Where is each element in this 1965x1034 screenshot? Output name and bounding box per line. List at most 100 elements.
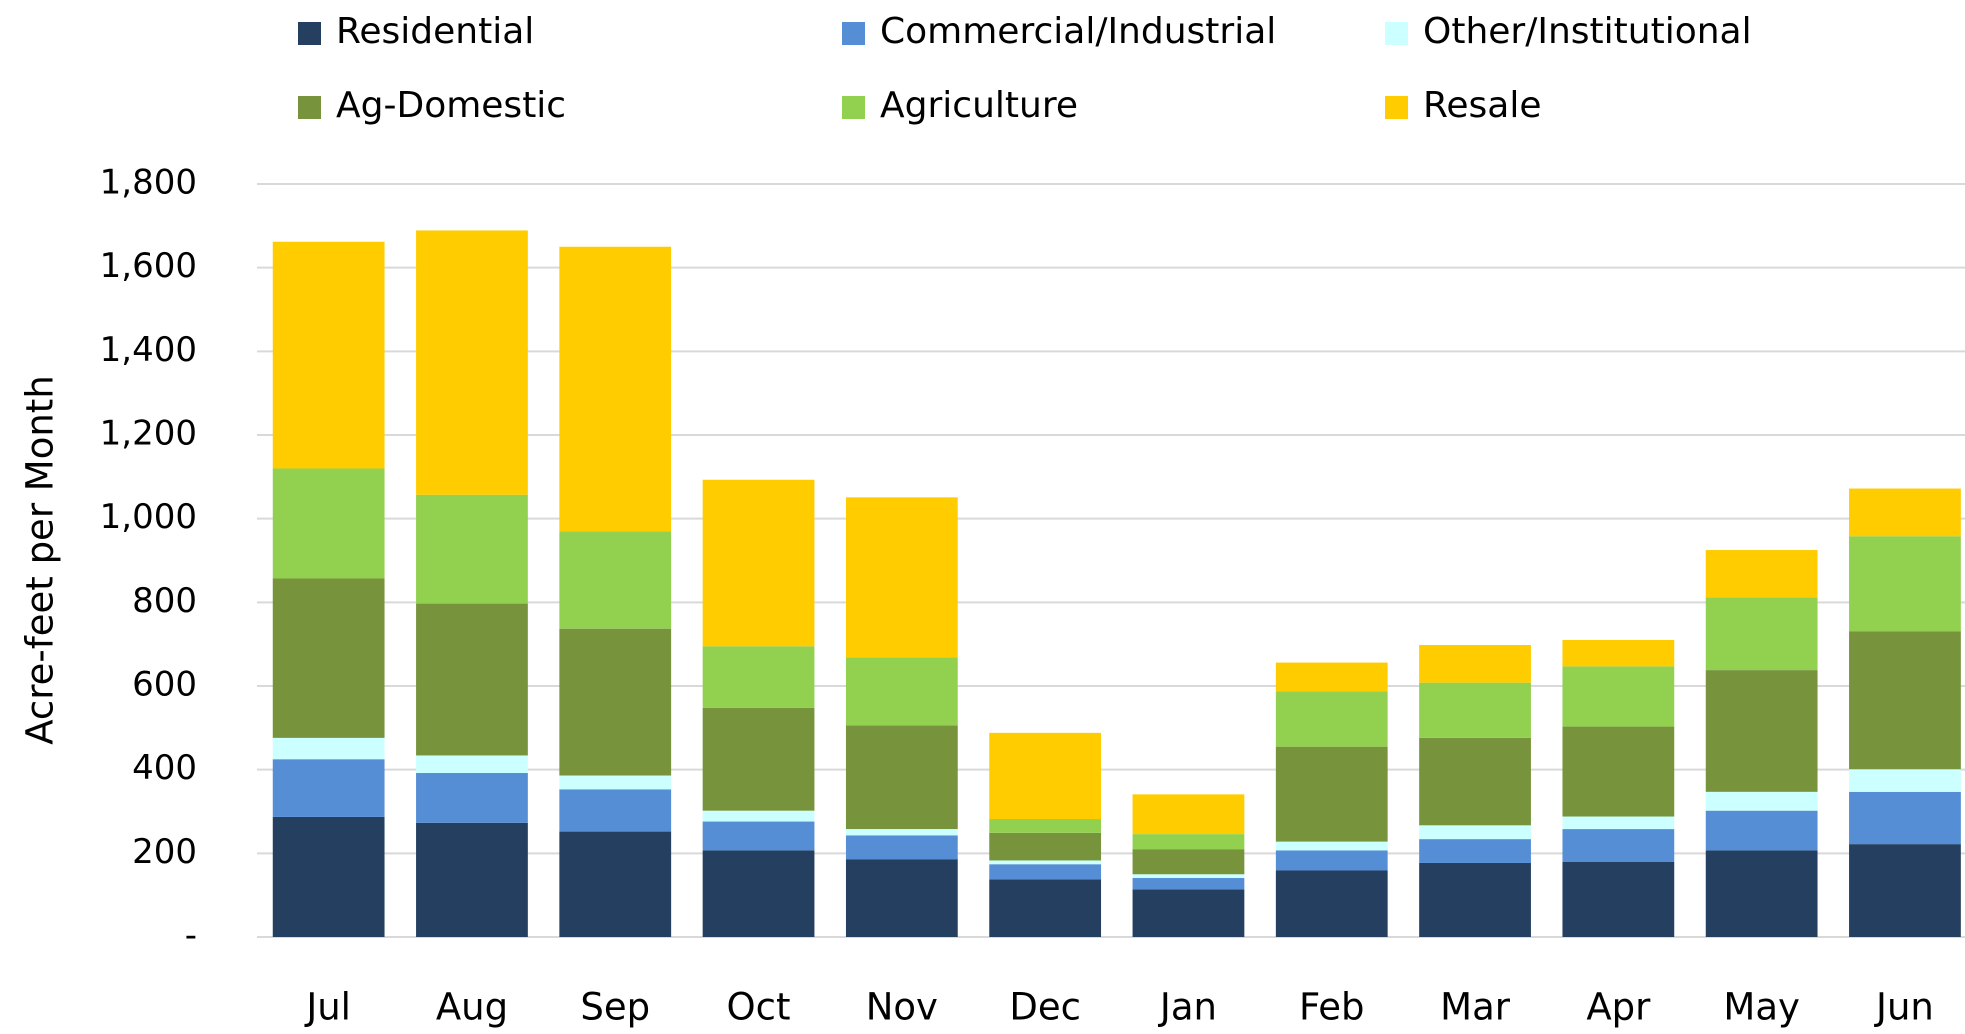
bar-segment (702, 850, 815, 937)
bar-segment (1419, 645, 1531, 683)
bar-segment (1705, 850, 1818, 937)
bar-segment (1275, 691, 1388, 747)
y-tick-label: 1,000 (100, 497, 197, 537)
bar-segment (272, 241, 385, 469)
y-tick-label: 1,600 (100, 246, 197, 286)
bar-segment (1562, 861, 1675, 937)
legend-label: Agriculture (880, 85, 1078, 126)
legend-swatch (842, 22, 865, 45)
bar-segment (1132, 874, 1245, 879)
bar-segment (845, 725, 958, 830)
bar-segment (1562, 816, 1675, 830)
bar-segment (1705, 791, 1818, 811)
y-tick-label: 200 (132, 832, 197, 872)
bar-segment (559, 789, 672, 832)
y-tick-label: 800 (132, 581, 197, 621)
legend-swatch (298, 22, 321, 45)
bar-segment (989, 864, 1102, 880)
legend-label: Residential (336, 11, 534, 52)
bar-segment (1849, 488, 1961, 537)
bar-segment (416, 603, 528, 756)
bar-segment (1705, 550, 1818, 598)
x-tick-label: Nov (866, 986, 938, 1029)
bar-segment (416, 773, 528, 823)
bar-segment (845, 859, 958, 937)
bar-segment (272, 468, 385, 579)
bar-segment (1562, 639, 1675, 667)
x-tick-label: Jan (1158, 986, 1217, 1029)
y-tick-label: 1,800 (100, 163, 197, 203)
bar-segment (416, 822, 528, 937)
bar-segment (1275, 662, 1388, 692)
bar-segment (1275, 850, 1388, 871)
bar-segment (1132, 794, 1245, 835)
x-tick-label: Jul (304, 986, 351, 1029)
bar-segment (272, 759, 385, 817)
x-tick-label: Dec (1009, 986, 1081, 1029)
bar-segment (702, 707, 815, 811)
bar-segment (989, 860, 1102, 865)
bar-segment (702, 646, 815, 708)
bar-segment (1849, 791, 1961, 845)
bar-segment (1132, 878, 1245, 890)
bar-segment (1562, 726, 1675, 817)
x-tick-label: Feb (1299, 986, 1365, 1029)
bar-segment (845, 829, 958, 836)
bar-segment (1705, 670, 1818, 792)
bar-segment (1275, 841, 1388, 851)
bar-segment (989, 879, 1102, 937)
legend-label: Commercial/Industrial (880, 11, 1276, 52)
legend-swatch (1385, 22, 1408, 45)
legend-label: Ag-Domestic (336, 85, 566, 126)
bar-segment (559, 246, 672, 532)
bar-segment (1419, 862, 1531, 937)
bar-segment (272, 578, 385, 738)
y-tick-label: 1,400 (100, 330, 197, 370)
bar-segment (559, 775, 672, 790)
bar-segment (702, 479, 815, 647)
bar-segment (845, 657, 958, 726)
x-tick-label: May (1723, 986, 1800, 1029)
x-tick-label: Sep (580, 986, 650, 1029)
y-tick-label: - (185, 916, 197, 956)
bar-segment (559, 831, 672, 937)
bar-segment (1132, 849, 1245, 875)
bar-segment (702, 810, 815, 822)
bar-segment (845, 835, 958, 860)
bar-segment (1419, 825, 1531, 840)
bar-segment (1132, 834, 1245, 850)
bar-segment (1275, 870, 1388, 937)
bar-segment (416, 494, 528, 604)
bar-segment (1705, 597, 1818, 671)
bar-segment (1132, 889, 1245, 937)
bar-segment (272, 737, 385, 760)
bar-segment (1419, 839, 1531, 863)
bar-segment (1562, 829, 1675, 862)
bar-segment (1849, 631, 1961, 770)
legend-label: Other/Institutional (1423, 11, 1752, 52)
bar-segment (1562, 666, 1675, 727)
legend-label: Resale (1423, 85, 1542, 126)
bar-segment (416, 755, 528, 774)
bar-segment (559, 628, 672, 776)
legend-swatch (842, 96, 865, 119)
bar-segment (845, 497, 958, 658)
bar-segment (1419, 737, 1531, 826)
bar-segment (989, 819, 1102, 833)
bar-segment (1849, 844, 1961, 937)
bar-segment (559, 531, 672, 629)
x-tick-label: Jun (1874, 986, 1934, 1029)
bar-segment (989, 832, 1102, 861)
y-tick-label: 1,200 (100, 414, 197, 454)
x-tick-label: Oct (727, 986, 791, 1029)
legend-swatch (1385, 96, 1408, 119)
bar-segment (989, 732, 1102, 820)
legend-swatch (298, 96, 321, 119)
x-tick-label: Mar (1440, 986, 1511, 1029)
bar-segment (1419, 682, 1531, 738)
y-axis-label: Acre-feet per Month (19, 375, 62, 745)
bar-segment (1275, 746, 1388, 842)
x-tick-label: Aug (436, 986, 508, 1029)
x-tick-label: Apr (1586, 986, 1651, 1029)
